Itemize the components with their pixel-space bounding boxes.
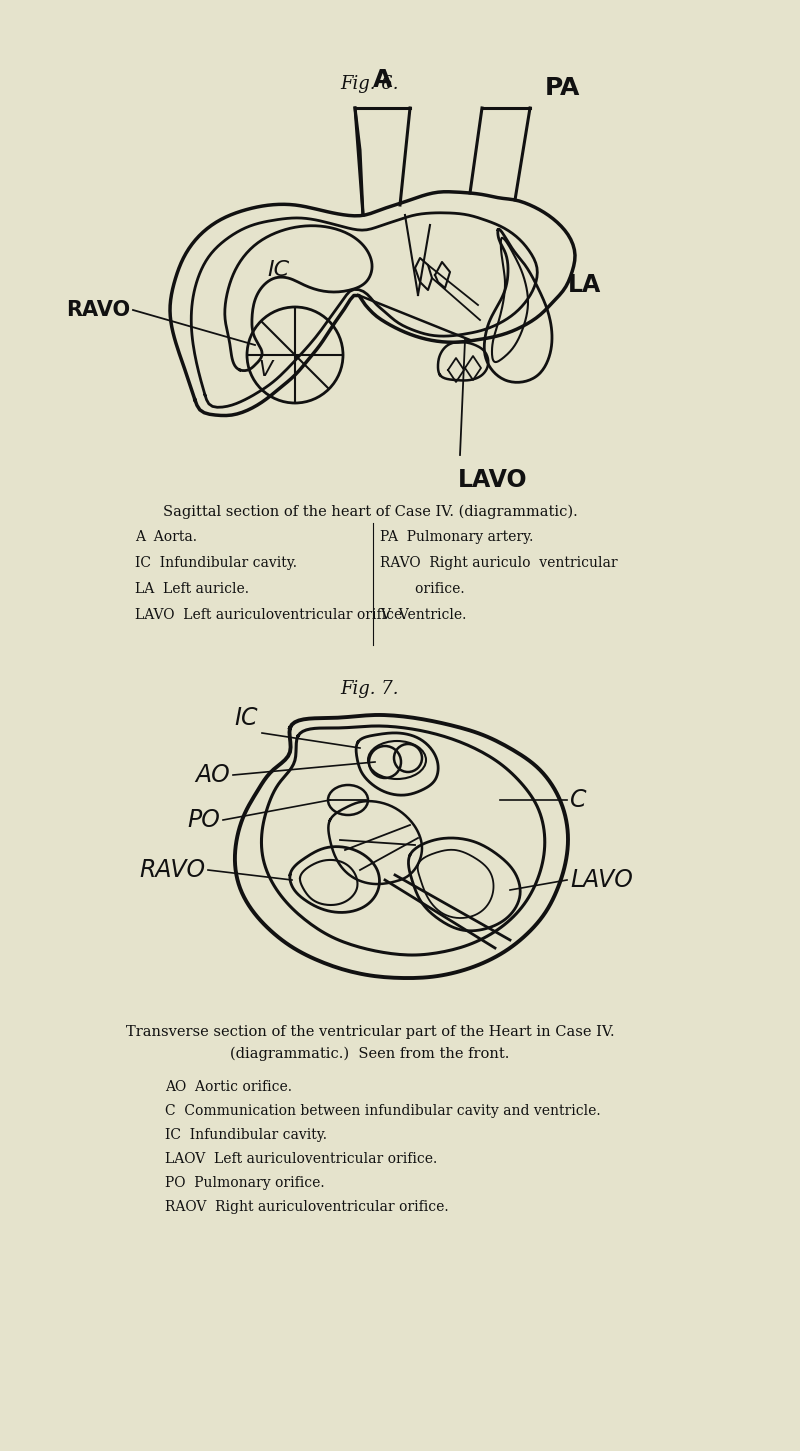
Text: LAOV  Left auriculoventricular orifice.: LAOV Left auriculoventricular orifice. <box>165 1152 438 1167</box>
Text: IC  Infundibular cavity.: IC Infundibular cavity. <box>135 556 297 570</box>
Text: RAVO: RAVO <box>66 300 130 321</box>
Text: AO: AO <box>195 763 230 786</box>
Text: C: C <box>570 788 586 813</box>
Text: C  Communication between infundibular cavity and ventricle.: C Communication between infundibular cav… <box>165 1104 601 1119</box>
Text: PO: PO <box>187 808 220 831</box>
Text: LA  Left auricle.: LA Left auricle. <box>135 582 249 596</box>
Text: PA: PA <box>545 75 580 100</box>
Text: Fig. 6.: Fig. 6. <box>341 75 399 93</box>
Text: LAVO: LAVO <box>570 868 633 892</box>
Text: PO  Pulmonary orifice.: PO Pulmonary orifice. <box>165 1175 325 1190</box>
Text: LAVO: LAVO <box>458 469 528 492</box>
Text: V: V <box>258 360 272 380</box>
Text: IC: IC <box>267 260 289 280</box>
Text: LA: LA <box>568 273 602 297</box>
Text: A: A <box>374 68 393 91</box>
Text: orifice.: orifice. <box>380 582 465 596</box>
Text: IC: IC <box>234 707 258 730</box>
Text: Transverse section of the ventricular part of the Heart in Case IV.: Transverse section of the ventricular pa… <box>126 1024 614 1039</box>
Text: Fig. 7.: Fig. 7. <box>341 681 399 698</box>
Text: V  Ventricle.: V Ventricle. <box>380 608 466 622</box>
Text: RAOV  Right auriculoventricular orifice.: RAOV Right auriculoventricular orifice. <box>165 1200 449 1214</box>
Text: RAVO  Right auriculo  ventricular: RAVO Right auriculo ventricular <box>380 556 618 570</box>
Text: AO  Aortic orifice.: AO Aortic orifice. <box>165 1080 292 1094</box>
Text: A  Aorta.: A Aorta. <box>135 530 197 544</box>
Text: LAVO  Left auriculoventricular orifice.: LAVO Left auriculoventricular orifice. <box>135 608 406 622</box>
Text: IC  Infundibular cavity.: IC Infundibular cavity. <box>165 1127 327 1142</box>
Text: Sagittal section of the heart of Case IV. (diagrammatic).: Sagittal section of the heart of Case IV… <box>162 505 578 519</box>
Text: (diagrammatic.)  Seen from the front.: (diagrammatic.) Seen from the front. <box>230 1048 510 1061</box>
Text: PA  Pulmonary artery.: PA Pulmonary artery. <box>380 530 534 544</box>
Text: RAVO: RAVO <box>139 858 205 882</box>
